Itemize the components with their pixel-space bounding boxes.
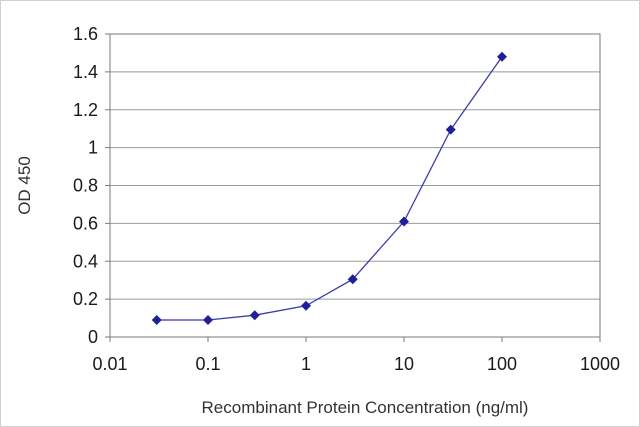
- series-line: [156, 56, 503, 321]
- y-axis: 0 0.2 0.4 0.6 0.8 1 1.2 1.4 1.6: [73, 24, 110, 347]
- y-tick-label: 0: [88, 327, 98, 347]
- x-tick-label: 100: [487, 354, 517, 374]
- data-point: [399, 216, 409, 227]
- data-point: [497, 51, 507, 62]
- x-axis-title: Recombinant Protein Concentration (ng/ml…: [202, 398, 529, 417]
- x-tick-label: 1000: [580, 354, 620, 374]
- x-tick-label: 0.01: [92, 354, 127, 374]
- data-point: [347, 274, 358, 285]
- y-tick-label: 0.2: [73, 289, 98, 309]
- y-tick-label: 1.6: [73, 24, 98, 44]
- data-point: [151, 314, 162, 325]
- data-point: [249, 310, 260, 321]
- y-axis-title: OD 450: [15, 156, 34, 215]
- y-tick-label: 0.8: [73, 176, 98, 196]
- x-tick-label: 0.1: [195, 354, 220, 374]
- data-point: [301, 300, 311, 311]
- data-point: [445, 124, 456, 135]
- x-tick-label: 1: [301, 354, 311, 374]
- y-tick-label: 0.6: [73, 213, 98, 233]
- series: [151, 51, 507, 325]
- y-tick-label: 1.2: [73, 100, 98, 120]
- x-tick-label: 10: [394, 354, 414, 374]
- data-point: [203, 314, 213, 325]
- y-tick-label: 1: [88, 138, 98, 158]
- y-tick-label: 0.4: [73, 251, 98, 271]
- y-tick-label: 1.4: [73, 62, 98, 82]
- x-axis: 0.01 0.1 1 10 100 1000: [92, 337, 620, 374]
- grid-lines: [110, 33, 600, 300]
